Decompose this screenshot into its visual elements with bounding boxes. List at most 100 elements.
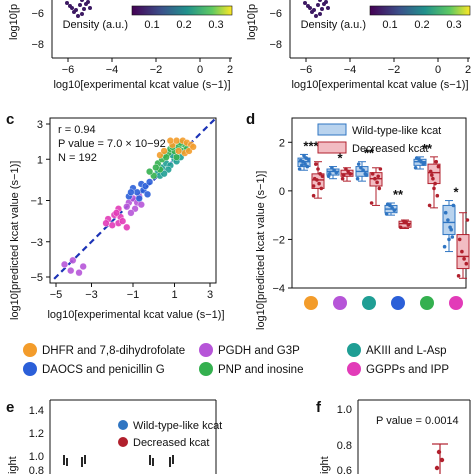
top-right-xlabel: log10[experimental kcat value (s−1)]: [291, 79, 468, 91]
panel-d-significance: ***: [303, 138, 319, 153]
legend-marker-pnp: [199, 362, 213, 376]
panel-d-decreased-point: [318, 172, 323, 176]
colorbar-tick: 0.3: [208, 19, 223, 31]
panel-f-letter: f: [316, 399, 322, 416]
colorbar-bar: [369, 5, 471, 16]
panel-c-xtick-label: −3: [85, 289, 98, 301]
panel-d-decreased-point: [311, 184, 316, 188]
colorbar-tick: 0.1: [382, 19, 397, 31]
top-right-panel: −6 −8 log10[p −6 −4 −2 0 2 log10[experimenta…: [246, 0, 471, 91]
panel-c-point-ggpps: [102, 219, 110, 227]
legend-label-akiii: AKIII and L-Asp: [366, 345, 447, 357]
density-point: [78, 3, 82, 7]
panel-d-decreased-point: [311, 193, 316, 198]
panel-d-letter: d: [246, 111, 255, 128]
compound-legend: DHFR and 7,8-dihydrofolate PGDH and G3P AK…: [23, 343, 449, 376]
top-xtick-label: 0: [197, 64, 203, 76]
panel-d-decreased-point: [378, 167, 383, 171]
legend-marker-daocs: [23, 362, 37, 376]
colorbar-label: Density (a.u.): [63, 19, 128, 31]
panel-d-wild-point: [334, 170, 339, 175]
panel-d-decreased-point: [436, 164, 441, 169]
panel-c-point-dhfr: [160, 147, 168, 155]
panel-d-decreased-point: [428, 169, 433, 174]
top-left-density-points: [65, 0, 92, 18]
density-point: [316, 3, 320, 7]
density-point: [70, 6, 74, 10]
panel-d-wild-point: [447, 237, 451, 242]
panel-c-point-pgdh: [123, 203, 131, 211]
panel-d-category-markers: [304, 296, 463, 310]
panel-d-significance: **: [422, 141, 433, 156]
panel-c-point-pgdh: [69, 256, 77, 264]
panel-d-wild-point: [451, 203, 456, 208]
panel-d-significance: **: [364, 146, 375, 161]
panel-d-decreased-point: [312, 176, 317, 181]
panel-c-ylabel: log10[predicted kcat value (s−1)]: [9, 161, 21, 320]
density-point: [303, 1, 307, 5]
top-right-xticks: −6 −4 −2 0 2: [300, 58, 471, 76]
top-xtick-label: −6: [300, 64, 313, 76]
panel-d-decreased-point: [434, 159, 439, 164]
panel-c-point-daocs: [143, 190, 152, 198]
panel-f-ylabel: ight: [319, 456, 331, 474]
top-left-xticks: −6 −4 −2 0 2: [62, 58, 233, 76]
top-left-panel: −6 −8 log10[p −6 −4 −2 0 2 log10[experimenta…: [8, 0, 233, 91]
panel-c-point-pgdh: [75, 269, 83, 277]
top-left-ytick: −8: [31, 39, 44, 51]
panel-d-wild-point: [364, 173, 369, 177]
panel-c-point-daocs: [146, 178, 154, 186]
colorbar-tick: 0.1: [144, 19, 159, 31]
panel-d-wild-point: [302, 153, 306, 158]
panel-f-ytick: 0.6: [337, 465, 352, 474]
panel-c-point-daocs: [135, 194, 143, 203]
panel-d-decreased-point: [456, 274, 461, 278]
panel-d-frame: [291, 117, 467, 289]
legend-marker-pgdh: [199, 343, 213, 357]
panel-f-partial-box: [432, 443, 448, 474]
density-point: [326, 6, 330, 10]
panel-d-ytick-label: 2: [279, 137, 285, 149]
panel-d-wild-point: [446, 218, 450, 222]
panel-d-boxes: **** *******: [297, 138, 470, 279]
panel-d-decreased-point: [465, 218, 470, 222]
panel-d-wild-point: [443, 210, 448, 215]
panel-d-wild-point: [355, 176, 360, 181]
panel-d-legend-decreased-swatch: [317, 141, 347, 154]
panel-d-significance: *: [337, 151, 343, 166]
panel-d-wild-point: [356, 162, 361, 166]
panel-c: c −5 −3 −1 1 3 3 1 −1 −3 −5 r = 0.94 P value = 7.…: [6, 111, 225, 321]
panel-d-decreased-point: [348, 172, 353, 176]
panel-e-ytick: 1.2: [29, 428, 44, 440]
panel-c-xlabel: log10[experimental kcat value (s−1)]: [47, 309, 224, 321]
panel-c-point-daocs: [127, 188, 135, 196]
panel-c-n-text: N = 192: [58, 152, 97, 164]
panel-e-ytick: 0.8: [29, 465, 44, 474]
density-point: [80, 12, 84, 16]
panel-c-letter: c: [6, 111, 14, 128]
panel-d-decreased-point: [431, 176, 435, 181]
panel-c-point-pgdh: [60, 260, 69, 269]
panel-d-decreased-point: [320, 174, 325, 179]
panel-f: f 1.0 0.8 0.6 ight P value = 0.0014: [316, 399, 471, 474]
top-right-ytick: −6: [269, 8, 282, 20]
panel-d-decreased-point: [369, 201, 374, 205]
panel-d: d 20−2−4 **** ******* log10[predicted kca…: [246, 111, 470, 330]
panel-e-ytick: 1.0: [29, 451, 44, 463]
panel-d-legend-wild-swatch: [317, 123, 347, 136]
panel-c-point-dhfr: [175, 147, 183, 155]
panel-f-ytick: 0.8: [337, 440, 352, 452]
panel-d-decreased-point: [402, 219, 406, 224]
top-xtick-label: −2: [150, 64, 163, 76]
top-left-colorbar: Density (a.u.) 0.1 0.2 0.3: [63, 5, 233, 31]
panel-d-decreased-point: [346, 169, 350, 174]
panel-f-ytick: 1.0: [337, 404, 352, 416]
panel-f-point: [434, 465, 440, 471]
colorbar-label: Density (a.u.): [301, 19, 366, 31]
density-point: [318, 12, 322, 16]
top-xtick-label: 2: [465, 64, 471, 76]
panel-c-point-ggpps: [108, 221, 116, 229]
panel-e-mark: [63, 455, 86, 467]
panel-d-decreased-point: [460, 249, 464, 254]
